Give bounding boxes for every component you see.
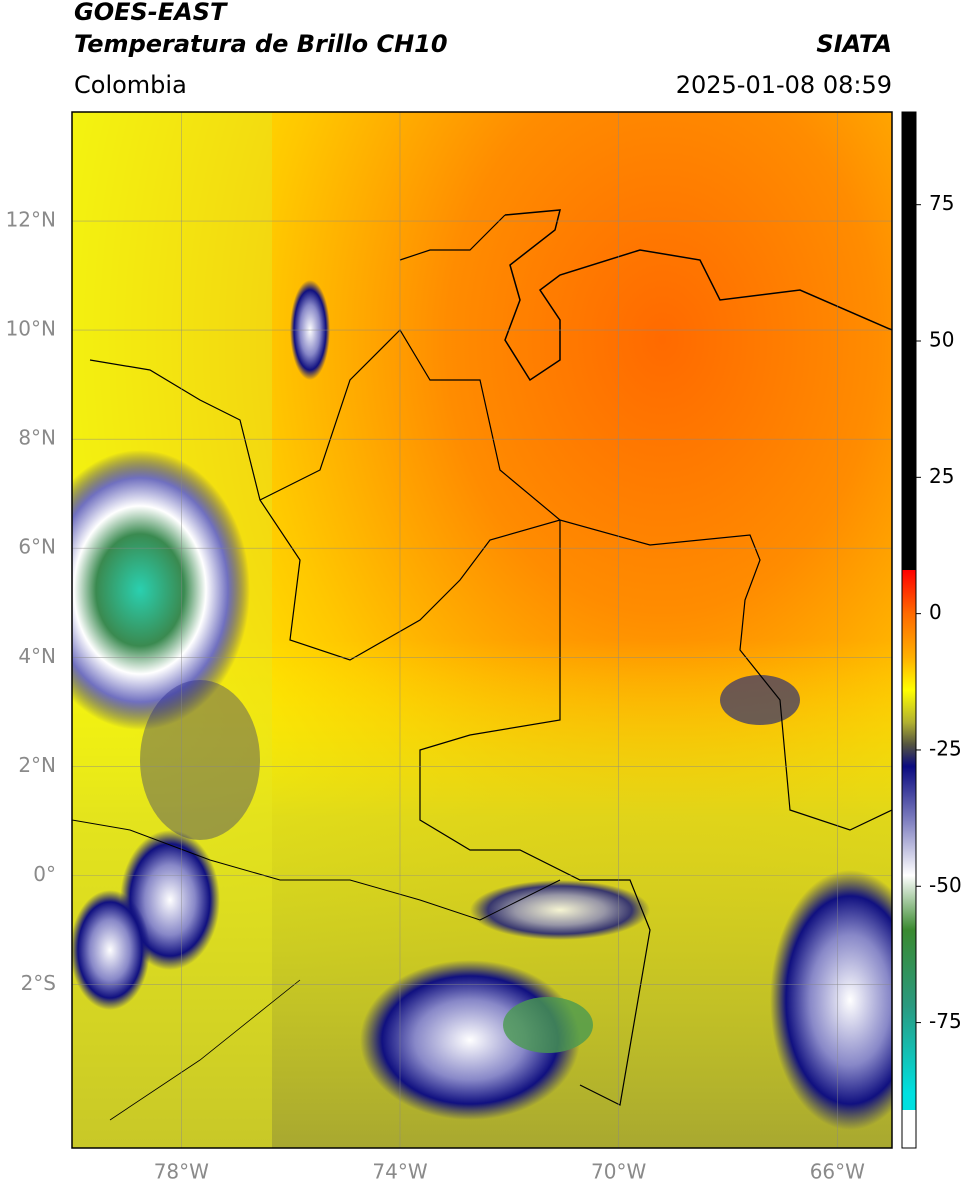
datetime: 2025-01-08 08:59 — [676, 71, 892, 99]
colorbar-label: -50 — [929, 873, 962, 897]
lat-label: 2°S — [21, 971, 56, 995]
lon-label: 70°W — [591, 1160, 646, 1184]
product: Temperatura de Brillo CH10 — [74, 30, 448, 58]
source: GOES-EAST — [74, 0, 228, 26]
lat-label: 4°N — [18, 644, 56, 668]
lon-label: 74°W — [372, 1160, 427, 1184]
lat-label: 2°N — [18, 753, 56, 777]
agency: SIATA — [816, 30, 892, 58]
lon-label: 66°W — [810, 1160, 865, 1184]
lat-label: 8°N — [18, 426, 56, 450]
graticule — [72, 112, 892, 1148]
colorbar-label: -25 — [929, 736, 962, 760]
lat-label: 10°N — [6, 317, 56, 341]
map-image — [72, 112, 892, 1148]
colorbar-label: 0 — [929, 600, 942, 624]
colorbar — [901, 111, 917, 1149]
colorbar-label: -75 — [929, 1009, 962, 1033]
lat-label: 6°N — [18, 535, 56, 559]
colorbar-label: 25 — [929, 464, 954, 488]
colorbar-label: 50 — [929, 328, 954, 352]
colorbar-label: 75 — [929, 191, 954, 215]
lat-label: 0° — [33, 862, 56, 886]
region: Colombia — [74, 71, 187, 99]
lon-label: 78°W — [154, 1160, 209, 1184]
map-frame — [71, 111, 893, 1149]
lat-label: 12°N — [6, 208, 56, 232]
